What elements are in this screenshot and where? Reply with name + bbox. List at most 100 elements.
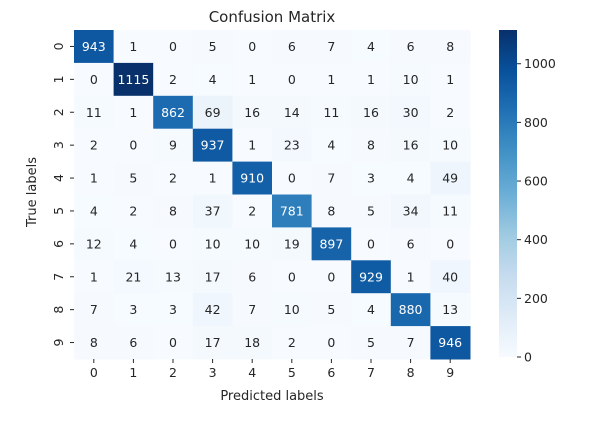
heatmap-cell-5-1 bbox=[113, 194, 154, 228]
heatmap-cell-8-7 bbox=[351, 293, 392, 327]
y-tick-label-5: 5 bbox=[51, 207, 66, 215]
cell-label-7-9: 40 bbox=[442, 269, 458, 284]
heatmap-cell-8-8 bbox=[390, 293, 431, 327]
heatmap-cell-3-1 bbox=[113, 128, 154, 163]
cell-label-2-7: 16 bbox=[363, 105, 379, 120]
heatmap-cell-1-2 bbox=[153, 62, 194, 97]
heatmap-cell-2-5 bbox=[272, 95, 313, 130]
cell-label-6-3: 10 bbox=[205, 236, 221, 251]
cell-label-8-4: 7 bbox=[248, 302, 256, 317]
cell-label-3-2: 9 bbox=[169, 138, 177, 153]
heatmap-cell-7-0 bbox=[74, 260, 115, 294]
heatmap-cell-2-1 bbox=[113, 95, 154, 130]
cell-label-5-6: 8 bbox=[327, 203, 335, 218]
heatmap-cell-6-9 bbox=[430, 227, 471, 261]
cell-label-9-8: 7 bbox=[407, 335, 415, 350]
cell-label-8-3: 42 bbox=[205, 302, 221, 317]
cell-label-3-6: 4 bbox=[327, 138, 335, 153]
heatmap-cell-7-9 bbox=[430, 260, 471, 294]
cell-label-4-5: 0 bbox=[288, 171, 296, 186]
cell-label-4-8: 4 bbox=[407, 171, 415, 186]
colorbar-tick-label-3: 600 bbox=[524, 174, 548, 189]
heatmap-cell-6-4 bbox=[232, 227, 273, 261]
heatmap-cell-5-3 bbox=[192, 194, 233, 228]
cell-label-4-2: 2 bbox=[169, 171, 177, 186]
cell-label-2-6: 11 bbox=[323, 105, 339, 120]
cell-label-8-7: 4 bbox=[367, 302, 375, 317]
heatmap-cell-5-5 bbox=[272, 194, 313, 228]
cell-label-5-5: 781 bbox=[280, 203, 304, 218]
cell-label-4-6: 7 bbox=[327, 171, 335, 186]
heatmap-cell-3-9 bbox=[430, 128, 471, 163]
heatmap-cell-5-0 bbox=[74, 194, 115, 228]
cell-label-6-2: 0 bbox=[169, 236, 177, 251]
heatmap-cell-0-6 bbox=[311, 30, 352, 64]
heatmap-cell-9-7 bbox=[351, 326, 392, 360]
heatmap-cell-1-7 bbox=[351, 62, 392, 97]
cell-label-6-0: 12 bbox=[86, 236, 102, 251]
cell-label-5-4: 2 bbox=[248, 203, 256, 218]
heatmap-cell-0-7 bbox=[351, 30, 392, 64]
heatmap-cell-7-7 bbox=[351, 260, 392, 294]
cell-label-3-4: 1 bbox=[248, 138, 256, 153]
heatmap-cell-8-4 bbox=[232, 293, 273, 327]
heatmap-cell-8-5 bbox=[272, 293, 313, 327]
heatmap-cell-4-1 bbox=[113, 161, 154, 195]
heatmap-cell-9-4 bbox=[232, 326, 273, 360]
heatmap-cell-6-2 bbox=[153, 227, 194, 261]
cell-label-7-7: 929 bbox=[359, 269, 383, 284]
heatmap-cell-5-6 bbox=[311, 194, 352, 228]
heatmap-cell-0-3 bbox=[192, 30, 233, 64]
y-tick-label-0: 0 bbox=[51, 42, 66, 50]
cell-label-1-6: 1 bbox=[327, 72, 335, 87]
cell-label-9-3: 17 bbox=[205, 335, 221, 350]
x-tick-label-3: 3 bbox=[209, 365, 217, 380]
heatmap-cell-1-6 bbox=[311, 62, 352, 97]
cell-label-0-6: 7 bbox=[327, 39, 335, 54]
cell-label-7-8: 1 bbox=[407, 269, 415, 284]
heatmap-cell-7-8 bbox=[390, 260, 431, 294]
cell-label-3-3: 937 bbox=[201, 138, 225, 153]
cell-label-8-0: 7 bbox=[90, 302, 98, 317]
cell-label-1-3: 4 bbox=[209, 72, 217, 87]
heatmap-cell-9-9 bbox=[430, 326, 471, 360]
cell-label-6-8: 6 bbox=[407, 236, 415, 251]
cell-label-5-0: 4 bbox=[90, 203, 98, 218]
cell-label-5-1: 2 bbox=[129, 203, 137, 218]
heatmap-cell-7-4 bbox=[232, 260, 273, 294]
cell-label-7-0: 1 bbox=[90, 269, 98, 284]
cell-label-2-1: 1 bbox=[129, 105, 137, 120]
x-tick-label-6: 6 bbox=[327, 365, 335, 380]
heatmap-cell-1-5 bbox=[272, 62, 313, 97]
cell-label-6-9: 0 bbox=[446, 236, 454, 251]
cell-label-4-9: 49 bbox=[442, 171, 458, 186]
heatmap-cell-3-2 bbox=[153, 128, 194, 163]
y-tick-label-7: 7 bbox=[51, 273, 66, 281]
heatmap-cell-4-2 bbox=[153, 161, 194, 195]
cell-label-3-5: 23 bbox=[284, 138, 300, 153]
heatmap-cell-5-9 bbox=[430, 194, 471, 228]
cell-label-8-8: 880 bbox=[399, 302, 423, 317]
heatmap-cell-1-0 bbox=[74, 62, 115, 97]
cell-label-7-1: 21 bbox=[125, 269, 141, 284]
heatmap-cell-9-2 bbox=[153, 326, 194, 360]
cell-label-2-9: 2 bbox=[446, 105, 454, 120]
heatmap-cell-4-5 bbox=[272, 161, 313, 195]
cell-label-0-3: 5 bbox=[209, 39, 217, 54]
heatmap-cell-3-5 bbox=[272, 128, 313, 163]
x-tick-labels: 0 1 2 3 4 5 6 7 8 9 bbox=[90, 359, 454, 380]
cell-label-6-6: 897 bbox=[319, 236, 343, 251]
heatmap-cell-4-6 bbox=[311, 161, 352, 195]
heatmap-cell-8-1 bbox=[113, 293, 154, 327]
y-tick-label-9: 9 bbox=[51, 339, 66, 347]
heatmap-cell-4-4 bbox=[232, 161, 273, 195]
cell-label-3-9: 10 bbox=[442, 138, 458, 153]
cell-label-5-2: 8 bbox=[169, 203, 177, 218]
colorbar-tick-label-0: 0 bbox=[524, 350, 532, 365]
cell-label-1-5: 0 bbox=[288, 72, 296, 87]
y-tick-label-3: 3 bbox=[51, 141, 66, 149]
y-tick-labels: 0 1 2 3 4 5 6 7 8 9 bbox=[51, 42, 74, 347]
cell-label-3-8: 16 bbox=[403, 138, 419, 153]
heatmap-cell-3-8 bbox=[390, 128, 431, 163]
heatmap-cell-6-1 bbox=[113, 227, 154, 261]
